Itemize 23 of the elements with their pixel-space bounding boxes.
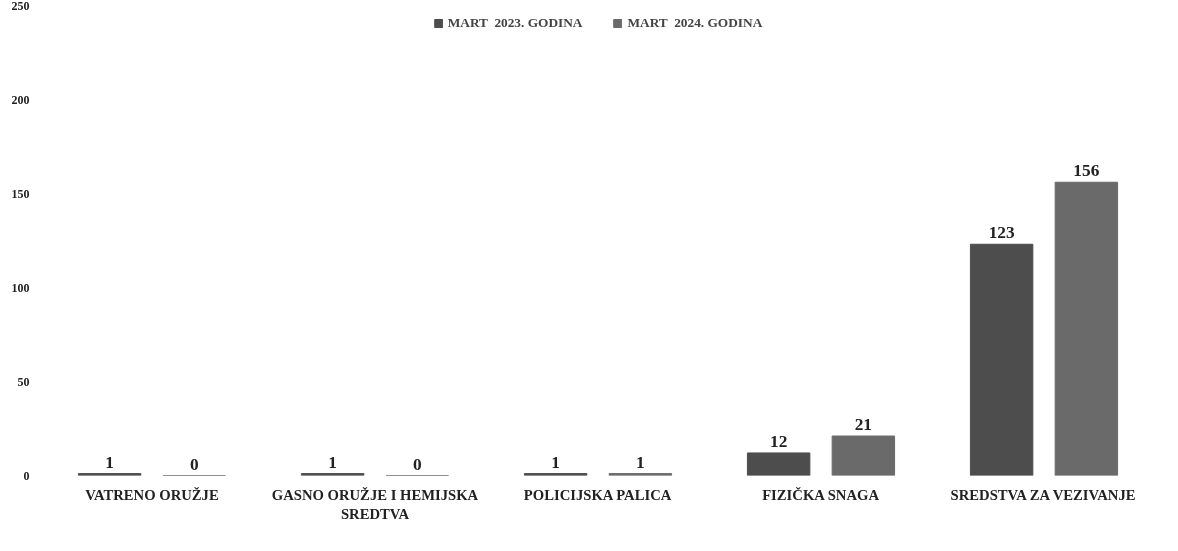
data-label: 0 [190, 454, 199, 474]
y-tick-label: 0 [23, 468, 30, 483]
y-tick-label: 100 [11, 280, 30, 295]
data-label: 1 [105, 452, 114, 472]
y-tick-label: 200 [11, 92, 30, 107]
data-label: 123 [988, 223, 1015, 243]
x-tick-label: GASNO ORUŽJE I HEMIJSKA SREDTVA [271, 486, 479, 522]
y-tick-label: 150 [11, 186, 30, 201]
y-tick-label: 250 [11, 0, 30, 13]
x-tick-label: FIZIČKA SNAGA [762, 486, 880, 503]
y-tick-label: 50 [17, 374, 30, 389]
x-tick-label: POLICIJSKA PALICA [523, 486, 672, 503]
data-label: 12 [769, 431, 788, 451]
data-label: 156 [1073, 161, 1100, 181]
legend-label: MART 2024. GODINA [627, 15, 763, 31]
data-label: 1 [551, 452, 560, 472]
legend-label: MART 2023. GODINA [447, 15, 583, 31]
data-label: 1 [636, 452, 645, 472]
x-tick-label: SREDSTVA ZA VEZIVANJE [950, 486, 1136, 503]
x-tick-label: VATRENO ORUŽJE [85, 486, 219, 503]
data-label: 0 [413, 454, 422, 474]
data-label: 1 [328, 452, 337, 472]
data-label: 21 [854, 415, 873, 435]
